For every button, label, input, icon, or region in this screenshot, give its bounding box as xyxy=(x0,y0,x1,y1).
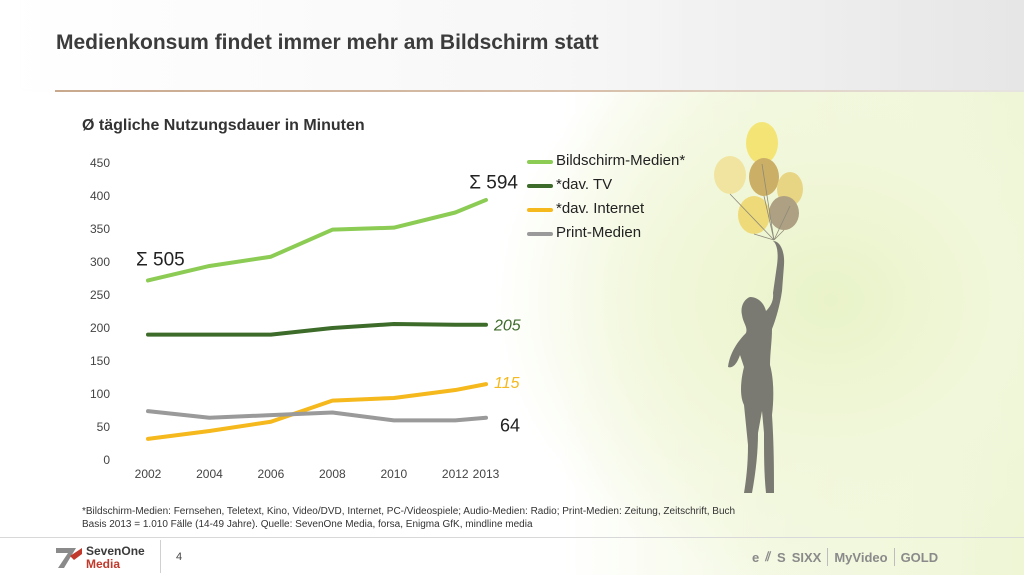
brand-separator xyxy=(893,548,895,566)
series-end-value: 64 xyxy=(500,416,520,436)
y-tick-label: 400 xyxy=(90,189,110,203)
y-tick-label: 50 xyxy=(97,420,111,434)
balloon-strings xyxy=(729,163,791,241)
series-line xyxy=(146,197,488,283)
girl-silhouette xyxy=(728,241,785,493)
legend-swatch xyxy=(527,160,553,164)
header-band xyxy=(0,0,1024,92)
brand-logo-myvideo: MyVideo xyxy=(834,549,888,565)
x-tick-label: 2010 xyxy=(380,467,407,481)
legend-label: *dav. TV xyxy=(556,176,613,193)
legend-label: Bildschirm-Medien* xyxy=(556,152,686,169)
legend-swatch xyxy=(527,208,553,212)
footnote-line-2: Basis 2013 = 1.010 Fälle (14-49 Jahre). … xyxy=(82,519,533,530)
legend-swatch xyxy=(527,184,553,188)
girl-with-balloons-illustration xyxy=(714,122,803,493)
x-tick-label: 2013 xyxy=(473,467,500,481)
y-tick-label: 350 xyxy=(90,222,110,236)
sevenone-logo-icon xyxy=(56,548,82,568)
page-number: 4 xyxy=(176,551,183,563)
logo-line-2: Media xyxy=(86,557,121,571)
y-tick-label: 0 xyxy=(103,453,110,467)
brand-logo-prosieben: e xyxy=(752,549,760,565)
x-tick-label: 2012 xyxy=(442,467,469,481)
legend-label: *dav. Internet xyxy=(556,200,645,217)
sum-annotation: Σ 594 xyxy=(469,172,518,193)
brand-logos: e ⫽ S SIXX MyVideo GOLD xyxy=(752,548,938,566)
brand-separator xyxy=(827,548,829,566)
brand-logo-kabel: ⫽ xyxy=(765,549,772,564)
x-tick-label: 2004 xyxy=(196,467,223,481)
x-tick-label: 2008 xyxy=(319,467,346,481)
footnote: *Bildschirm-Medien: Fernsehen, Teletext,… xyxy=(82,505,782,531)
sum-annotation: Σ 505 xyxy=(136,250,185,271)
logo-line-1: SevenOne xyxy=(86,544,145,558)
y-tick-label: 150 xyxy=(90,354,110,368)
series-line xyxy=(146,409,488,423)
series-line xyxy=(146,322,488,337)
page-title: Medienkonsum findet immer mehr am Bildsc… xyxy=(56,31,599,54)
series-end-label: 115 xyxy=(494,375,520,392)
y-tick-label: 300 xyxy=(90,255,110,269)
footer-separator xyxy=(160,540,161,573)
y-tick-label: 200 xyxy=(90,321,110,335)
sevenone-media-logo: SevenOne Media xyxy=(56,544,145,573)
x-tick-label: 2006 xyxy=(258,467,285,481)
brand-logo-gold: GOLD xyxy=(900,549,939,565)
footer-divider xyxy=(0,537,1024,538)
brand-logo-sixx: SIXX xyxy=(791,549,822,565)
footnote-line-1: *Bildschirm-Medien: Fernsehen, Teletext,… xyxy=(82,506,736,517)
legend-label: Print-Medien xyxy=(556,224,642,241)
y-tick-label: 450 xyxy=(90,156,110,170)
balloons xyxy=(714,122,803,234)
legend-swatch xyxy=(527,232,553,236)
y-tick-label: 250 xyxy=(90,288,110,302)
brand-logo-sat1: S xyxy=(777,549,786,565)
title-underline xyxy=(55,90,1024,92)
series-end-label: 205 xyxy=(493,318,521,335)
x-tick-label: 2002 xyxy=(135,467,162,481)
chart-subtitle: Ø tägliche Nutzungsdauer in Minuten xyxy=(82,117,365,134)
y-tick-label: 100 xyxy=(90,387,110,401)
series-line xyxy=(146,382,488,441)
